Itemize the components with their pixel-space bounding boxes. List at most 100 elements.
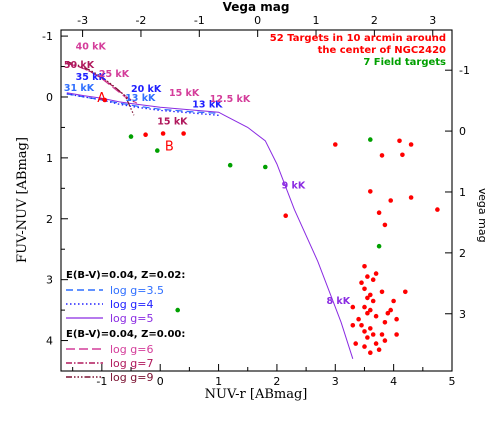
x-tick-label: 3 xyxy=(332,375,339,388)
model-curves xyxy=(66,61,354,359)
temperature-label: 12.5 kK xyxy=(210,94,251,105)
target-point-15 xyxy=(435,207,440,212)
temperature-label: 13 kK xyxy=(192,99,223,110)
target-point-4 xyxy=(283,213,289,218)
target-point-23 xyxy=(368,292,373,298)
target-point-26 xyxy=(362,304,367,310)
target-point-48 xyxy=(379,332,385,337)
target-point-6 xyxy=(368,189,373,194)
target-point-49 xyxy=(394,332,399,337)
target-point-0 xyxy=(102,97,108,103)
temperature-label: B xyxy=(165,140,174,155)
target-point-7 xyxy=(379,153,385,158)
target-point-14 xyxy=(408,195,414,200)
right-tick-label: 2 xyxy=(459,247,466,260)
model-curve-5 xyxy=(66,61,135,116)
temperature-label: 15 kK xyxy=(169,88,200,99)
target-point-42 xyxy=(391,298,396,304)
y-tick-label: 3 xyxy=(46,274,53,287)
model-curve-2 xyxy=(66,92,354,359)
temperature-label: 40 kK xyxy=(76,42,107,53)
target-point-10 xyxy=(388,198,394,203)
legend-item-label: log g=3.5 xyxy=(110,284,164,297)
target-point-19 xyxy=(373,271,379,276)
target-point-38 xyxy=(382,320,388,325)
target-point-24 xyxy=(370,298,376,304)
target-point-11 xyxy=(397,138,402,144)
legend-item-label: log g=4 xyxy=(110,298,153,311)
top-tick-label: 3 xyxy=(429,14,436,27)
target-point-27 xyxy=(365,310,370,316)
top-axis-title: Vega mag xyxy=(223,0,290,14)
target-point-17 xyxy=(365,274,370,279)
target-point-9 xyxy=(376,210,382,215)
temperature-label: 31 kK xyxy=(64,83,95,94)
temperature-label: 20 kK xyxy=(131,84,162,95)
target-point-18 xyxy=(370,277,376,283)
y-axis-title: FUV-NUV [ABmag] xyxy=(15,137,30,263)
field-point-5 xyxy=(376,243,382,249)
target-point-22 xyxy=(365,295,370,301)
target-point-16 xyxy=(362,264,367,269)
field-point-6 xyxy=(175,307,180,313)
target-point-47 xyxy=(376,347,382,353)
y-tick-label: 1 xyxy=(46,152,53,165)
temperature-label: 8 kK xyxy=(327,296,351,307)
field-point-4 xyxy=(368,137,373,142)
x-axis-title: NUV-r [ABmag] xyxy=(205,387,308,402)
legend-item-label: log g=5 xyxy=(110,312,153,325)
legend-item-label: log g=9 xyxy=(110,371,153,384)
x-tick-label: 2 xyxy=(273,375,280,388)
target-point-28 xyxy=(368,307,373,313)
target-point-51 xyxy=(350,323,356,328)
target-point-13 xyxy=(408,142,414,147)
legend-item-label: log g=6 xyxy=(110,343,153,356)
legend-item-label: log g=7 xyxy=(110,357,153,370)
target-point-20 xyxy=(359,280,364,286)
field-point-3 xyxy=(263,164,268,170)
target-point-35 xyxy=(368,326,373,331)
model-curve-1 xyxy=(66,93,219,116)
target-point-32 xyxy=(359,323,364,328)
x-tick-label: 5 xyxy=(449,375,456,388)
model-curve-3 xyxy=(66,62,138,104)
target-point-25 xyxy=(379,289,385,295)
temperature-label: A xyxy=(97,91,106,106)
top-tick-label: -2 xyxy=(135,14,146,27)
data-points xyxy=(102,97,440,356)
target-point-40 xyxy=(388,307,394,313)
y-tick-label: -1 xyxy=(42,30,53,43)
temperature-label: 35 kK xyxy=(76,72,107,83)
target-point-12 xyxy=(400,152,405,158)
target-point-34 xyxy=(365,335,370,340)
top-tick-label: 2 xyxy=(371,14,378,27)
top-tick-label: -3 xyxy=(77,14,88,27)
legend-group-title: E(B-V)=0.04, Z=0.00: xyxy=(66,329,185,340)
x-tick-label: 0 xyxy=(157,375,164,388)
y-tick-label: 0 xyxy=(46,91,53,104)
target-point-43 xyxy=(403,289,408,295)
temperature-label: 25 kK xyxy=(99,69,130,80)
legend-header-line: 52 Targets in 10 arcmin around xyxy=(270,33,446,44)
target-point-36 xyxy=(370,332,376,337)
x-tick-label: 1 xyxy=(215,375,222,388)
right-tick-label: 1 xyxy=(459,186,466,199)
top-tick-label: -1 xyxy=(194,14,205,27)
model-curve-4 xyxy=(66,62,135,103)
target-point-30 xyxy=(350,304,356,310)
target-point-8 xyxy=(382,222,388,228)
right-tick-label: -1 xyxy=(459,64,470,77)
top-tick-label: 1 xyxy=(313,14,320,27)
target-point-44 xyxy=(353,341,359,346)
target-point-31 xyxy=(356,316,361,322)
temperature-label: 9 kK xyxy=(282,180,306,191)
target-point-29 xyxy=(373,313,379,319)
temperature-label: 13 kK xyxy=(125,93,156,104)
field-point-1 xyxy=(155,148,160,153)
x-tick-label: -1 xyxy=(96,375,107,388)
target-point-46 xyxy=(368,350,373,356)
target-point-2 xyxy=(160,131,166,136)
target-point-45 xyxy=(362,344,367,349)
